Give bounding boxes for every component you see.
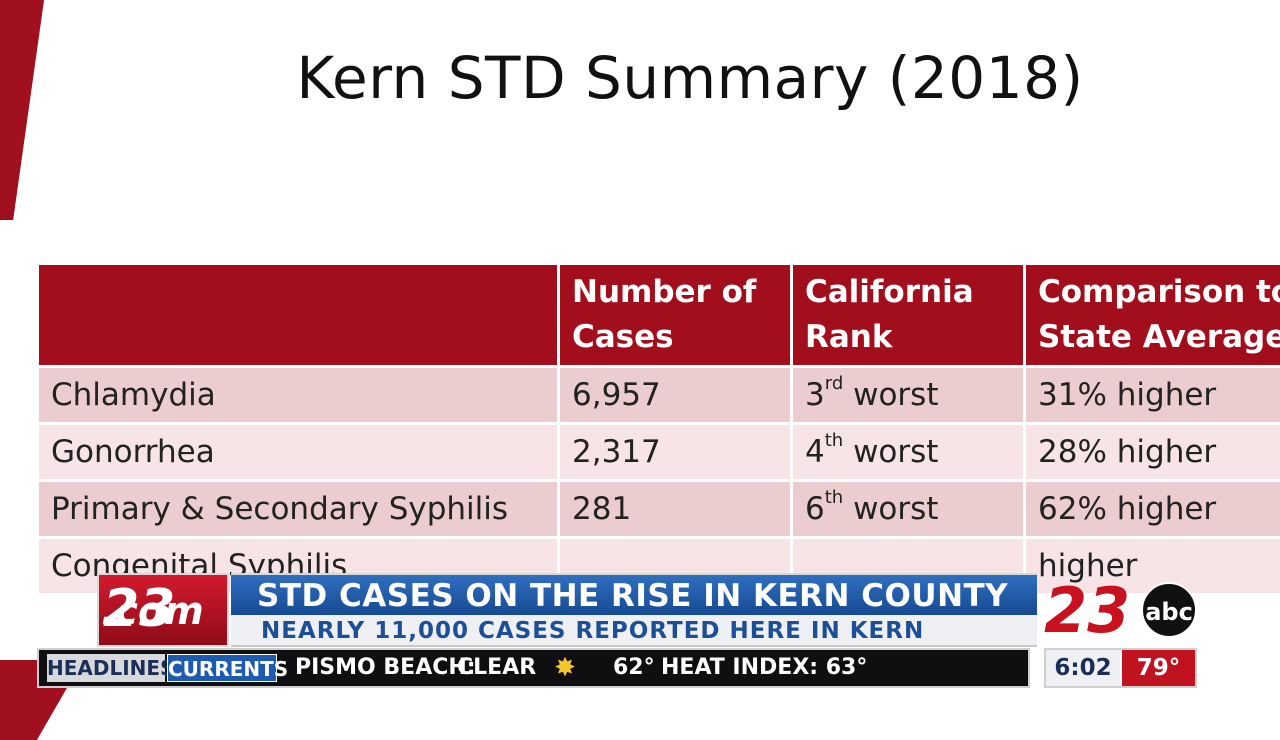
news-ticker: HEADLINES CURRENTS PISMO BEACH: CLEAR ✸ … (37, 648, 1030, 688)
rank-word: worst (853, 434, 938, 470)
headline-bar: STD CASES ON THE RISE IN KERN COUNTY (231, 573, 1037, 615)
comparison-cell: 62% higher (1025, 481, 1280, 538)
header-disease (38, 264, 559, 367)
rank-word: worst (853, 491, 938, 527)
std-summary-table: Number of Cases California Rank Comparis… (36, 262, 1280, 596)
clock-time: 6:02 (1046, 650, 1120, 686)
cases-cell: 6,957 (559, 367, 792, 424)
slide-title: Kern STD Summary (2018) (0, 44, 1280, 112)
rank-cell: 4th worst (792, 424, 1025, 481)
rank-number: 4 (805, 434, 825, 470)
disease-cell: Chlamydia (38, 367, 559, 424)
header-rank-label: California Rank (805, 274, 974, 355)
station-logo-right: 23 abc (1044, 574, 1204, 650)
tab-headlines: HEADLINES (47, 654, 165, 682)
abc-logo-icon: abc (1141, 582, 1197, 638)
clock-temp-box: 6:02 79° (1044, 648, 1197, 688)
weather-location: PISMO BEACH: (295, 654, 476, 682)
logo-number: 23 (103, 579, 175, 639)
rank-suffix: th (825, 430, 843, 451)
rank-suffix: th (825, 487, 843, 508)
header-comparison: Comparison to State Average (1025, 264, 1280, 367)
heat-index: HEAT INDEX: 63° (661, 654, 867, 682)
disease-cell: Gonorrhea (38, 424, 559, 481)
cases-cell: 2,317 (559, 424, 792, 481)
header-cases-label: Number of Cases (572, 274, 756, 355)
header-cases: Number of Cases (559, 264, 792, 367)
cases-cell: 281 (559, 481, 792, 538)
table-row: Chlamydia 6,957 3rd worst 31% higher (38, 367, 1280, 424)
station-number: 23 (1044, 574, 1130, 647)
table-header-row: Number of Cases California Rank Comparis… (38, 264, 1280, 367)
station-logo-left: 23.com (97, 573, 229, 647)
header-rank: California Rank (792, 264, 1025, 367)
rank-number: 3 (805, 377, 825, 413)
rank-number: 6 (805, 491, 825, 527)
table-row: Primary & Secondary Syphilis 281 6th wor… (38, 481, 1280, 538)
lower-third: 23.com STD CASES ON THE RISE IN KERN COU… (97, 573, 1037, 647)
rank-cell: 6th worst (792, 481, 1025, 538)
sun-icon: ✸ (551, 654, 579, 682)
rank-suffix: rd (825, 373, 844, 394)
weather-condition: CLEAR (457, 654, 536, 682)
weather-temp: 62° (613, 654, 655, 682)
comparison-cell: 28% higher (1025, 424, 1280, 481)
rank-word: worst (853, 377, 938, 413)
header-comparison-label: Comparison to State Average (1038, 274, 1280, 355)
disease-cell: Primary & Secondary Syphilis (38, 481, 559, 538)
subheadline-bar: NEARLY 11,000 CASES REPORTED HERE IN KER… (231, 615, 1037, 647)
current-temp: 79° (1122, 650, 1195, 686)
comparison-cell: 31% higher (1025, 367, 1280, 424)
table-row: Gonorrhea 2,317 4th worst 28% higher (38, 424, 1280, 481)
tab-currents: CURRENTS (167, 654, 277, 682)
rank-cell: 3rd worst (792, 367, 1025, 424)
